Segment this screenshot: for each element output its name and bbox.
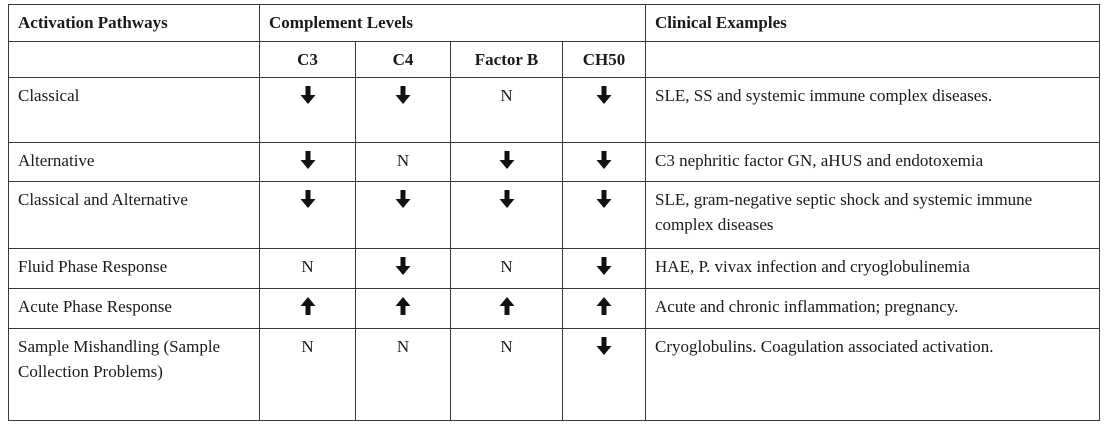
factor-b-cell: N (450, 248, 563, 290)
arrow-down-icon (269, 150, 346, 169)
complement-table: Activation Pathways Complement Levels Cl… (8, 4, 1101, 422)
c3-cell (259, 288, 356, 329)
header-c3: C3 (259, 41, 356, 78)
arrow-down-icon (460, 150, 553, 169)
c3-cell (259, 141, 356, 183)
header-clinical-examples: Clinical Examples (645, 4, 1101, 42)
ch50-cell (561, 327, 647, 422)
c4-cell: N (355, 141, 451, 183)
clinical-cell: Acute and chronic inflammation; pregnanc… (645, 288, 1101, 329)
ch50-cell (561, 288, 647, 329)
table-row: Classical N SLE, SS and systemic immune co… (8, 77, 1101, 143)
pathway-cell: Classical (8, 77, 260, 143)
arrow-down-icon (572, 86, 636, 104)
normal-value: N (500, 257, 513, 277)
arrow-down-icon (365, 86, 441, 104)
arrow-up-icon (572, 297, 636, 316)
c3-cell (259, 77, 356, 143)
header-complement-levels: Complement Levels (258, 4, 647, 42)
c4-cell (355, 248, 451, 290)
arrow-down-icon (572, 257, 636, 276)
ch50-cell (561, 181, 647, 250)
pathway-cell: Classical and Alternative (8, 181, 260, 250)
c4-cell (355, 181, 451, 250)
arrow-down-icon (365, 257, 441, 276)
arrow-down-icon (460, 190, 553, 209)
arrow-down-icon (365, 190, 441, 209)
ch50-cell (561, 77, 647, 143)
normal-value: N (301, 257, 314, 277)
c3-cell: N (259, 327, 356, 422)
ch50-cell (561, 141, 647, 183)
header-blank-left (8, 41, 260, 78)
arrow-up-icon (269, 297, 346, 316)
c4-cell: N (355, 327, 451, 422)
arrow-down-icon (269, 86, 346, 104)
factor-b-cell (450, 288, 563, 329)
header-c4: C4 (355, 41, 451, 78)
ch50-cell (561, 248, 647, 290)
normal-value: N (500, 86, 513, 105)
c3-cell: N (259, 248, 356, 290)
clinical-cell: Cryoglobulins. Coagulation associated ac… (645, 327, 1101, 422)
table-row: Classical and Alternative SLE, gram-negat… (8, 181, 1101, 250)
normal-value: N (396, 336, 410, 356)
table-body: Classical N SLE, SS and systemic immune co… (8, 77, 1101, 422)
c4-cell (355, 77, 451, 143)
factor-b-cell: N (450, 327, 563, 422)
header-factor-b: Factor B (450, 41, 563, 78)
arrow-down-icon (572, 336, 636, 355)
header-row: Activation Pathways Complement Levels Cl… (8, 4, 1101, 42)
pathway-cell: Fluid Phase Response (8, 248, 260, 290)
arrow-up-icon (365, 297, 441, 316)
normal-value: N (301, 336, 314, 356)
c4-cell (355, 288, 451, 329)
header-blank-right (645, 41, 1101, 78)
clinical-cell: HAE, P. vivax infection and cryoglobulin… (645, 248, 1101, 290)
pathway-cell: Acute Phase Response (8, 288, 260, 329)
factor-b-cell: N (450, 77, 563, 143)
arrow-down-icon (269, 190, 346, 209)
normal-value: N (500, 336, 513, 356)
arrow-down-icon (572, 190, 636, 209)
subheader-row: C3 C4 Factor B CH50 (8, 41, 1101, 78)
pathway-cell: Alternative (8, 141, 260, 183)
table-row: Fluid Phase Response N N HAE, P. vivax infe… (8, 248, 1101, 290)
factor-b-cell (450, 181, 563, 250)
clinical-cell: SLE, gram-negative septic shock and syst… (645, 181, 1101, 250)
table-row: Acute Phase Response Acute and chronic in… (8, 288, 1101, 329)
clinical-cell: C3 nephritic factor GN, aHUS and endotox… (645, 141, 1101, 183)
pathway-cell: Sample Mishandling (Sample Collection Pr… (8, 327, 260, 422)
header-ch50: CH50 (561, 41, 647, 78)
arrow-up-icon (460, 297, 553, 316)
normal-value: N (396, 150, 410, 170)
factor-b-cell (450, 141, 563, 183)
clinical-cell: SLE, SS and systemic immune complex dise… (645, 77, 1101, 143)
header-activation-pathways: Activation Pathways (8, 4, 260, 42)
table-row: Sample Mishandling (Sample Collection Pr… (8, 327, 1101, 422)
c3-cell (259, 181, 356, 250)
arrow-down-icon (572, 150, 636, 169)
table-row: Alternative N C3 nephritic factor GN, aHUS… (8, 141, 1101, 183)
